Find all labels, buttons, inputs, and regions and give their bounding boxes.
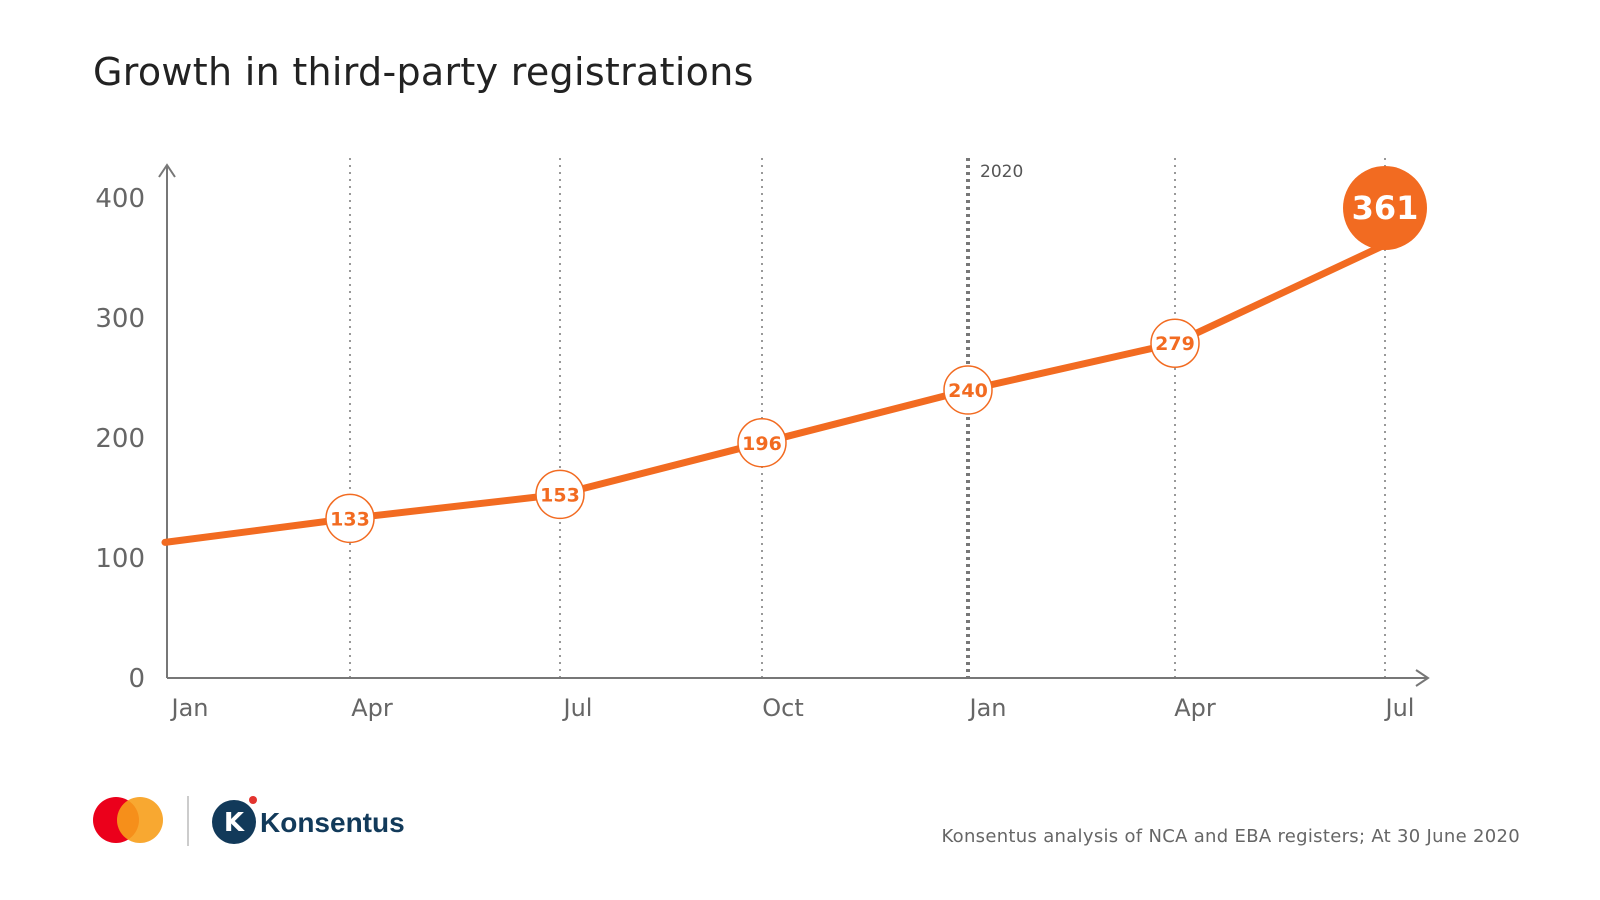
footer-logos: K Konsentus — [93, 796, 405, 846]
data-point — [737, 418, 787, 468]
y-tick-label: 100 — [95, 544, 145, 574]
data-point — [325, 493, 375, 544]
data-label: 133 — [330, 508, 370, 530]
x-tick-label: Jul — [562, 694, 593, 722]
data-point-highlight — [1343, 166, 1427, 250]
x-tick-label: Jan — [968, 694, 1007, 722]
x-tick-label: Apr — [1174, 694, 1216, 722]
source-note: Konsentus analysis of NCA and EBA regist… — [941, 826, 1520, 847]
line-chart: 2020 0 100 200 300 400 Jan Apr Jul Oct Jan Apr Jul 13… — [95, 158, 1430, 722]
y-tick-label: 400 — [95, 184, 145, 214]
data-point — [1150, 318, 1200, 368]
year-label: 2020 — [980, 162, 1023, 182]
data-label: 361 — [1352, 189, 1419, 227]
x-axis-arrow — [1415, 669, 1430, 687]
data-label: 153 — [540, 484, 580, 506]
x-tick-label: Jul — [1384, 694, 1415, 722]
svg-text:K: K — [224, 808, 245, 838]
y-tick-label: 200 — [95, 424, 145, 454]
mastercard-logo-icon — [93, 797, 163, 843]
data-label: 196 — [742, 433, 782, 455]
data-point — [943, 365, 993, 415]
data-label: 279 — [1155, 333, 1195, 355]
y-tick-label: 300 — [95, 304, 145, 334]
x-tick-label: Oct — [762, 694, 804, 722]
data-label: 240 — [948, 380, 988, 402]
chart-title: Growth in third-party registrations — [93, 50, 754, 94]
konsentus-wordmark: Konsentus — [260, 807, 405, 838]
konsentus-logo-icon: K — [212, 796, 257, 844]
x-tick-label: Jan — [170, 694, 209, 722]
data-point — [535, 469, 585, 520]
y-tick-label: 0 — [128, 664, 145, 694]
y-axis-arrow — [158, 163, 176, 178]
x-tick-label: Apr — [351, 694, 393, 722]
